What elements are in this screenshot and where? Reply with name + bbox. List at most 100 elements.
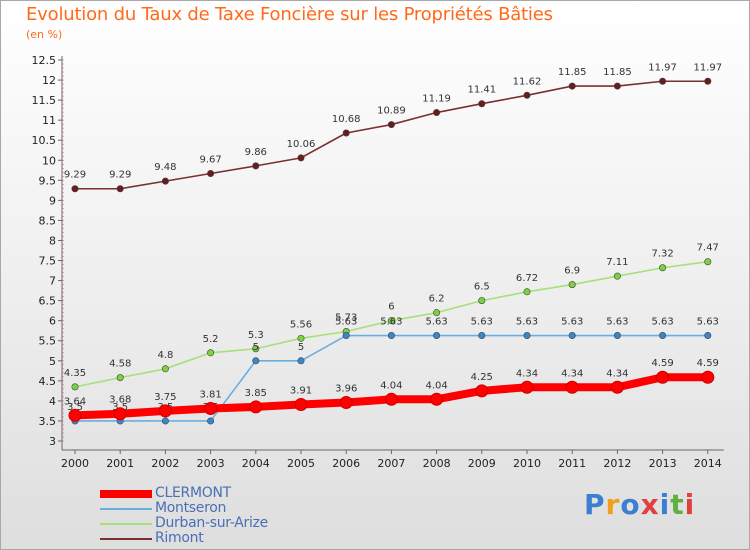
legend-swatch [100,508,152,510]
y-tick-label: 10.5 [32,134,57,147]
y-tick-label: 7.5 [39,255,57,268]
data-point [252,162,260,170]
data-label: 5 [298,342,304,353]
proxiti-logo: Proxiti [584,488,695,521]
data-label: 5.63 [380,317,402,328]
data-point [161,417,169,425]
unit-label: (en %) [26,28,63,41]
data-point [71,383,79,391]
legend-swatch [100,490,152,498]
data-point [433,309,441,317]
data-point [523,288,531,296]
data-point [613,82,621,90]
y-tick-label: 12 [42,74,56,87]
y-tick-label: 9.5 [39,174,57,187]
data-point [704,258,712,266]
data-label: 3.75 [154,392,176,403]
logo-letter: o [620,488,641,521]
data-label: 4.58 [109,359,131,370]
data-label: 5.2 [203,334,219,345]
y-tick-label: 8.5 [39,214,57,227]
data-label: 3.96 [335,383,357,394]
x-tick-label: 2008 [423,457,451,470]
data-point [384,392,398,406]
data-point [478,100,486,108]
y-tick-label: 4.5 [39,375,57,388]
data-point [249,400,263,414]
legend-label: Rimont [155,530,204,546]
data-point [613,332,621,340]
legend-swatch [100,523,152,525]
data-point [71,185,79,193]
y-tick-label: 6 [49,315,56,328]
data-point [430,392,444,406]
data-label: 7.32 [651,249,673,260]
data-point [565,380,579,394]
data-point [204,402,218,416]
logo-letter: t [670,488,685,521]
data-point [656,370,670,384]
data-point [701,370,715,384]
data-point [704,77,712,85]
y-tick-label: 6.5 [39,295,57,308]
data-point [207,349,215,357]
logo-letter: i [659,488,671,521]
data-point [342,332,350,340]
data-point [161,365,169,373]
data-point [252,357,260,365]
data-point [158,404,172,418]
data-point [568,332,576,340]
data-label: 3.81 [199,390,221,401]
x-tick-label: 2009 [468,457,496,470]
data-label: 5.63 [516,317,538,328]
data-point [297,357,305,365]
data-point [297,154,305,162]
data-point [478,332,486,340]
data-label: 4.34 [516,368,538,379]
data-label: 5.63 [651,317,673,328]
data-label: 10.06 [287,139,316,150]
data-point [433,332,441,340]
data-label: 11.85 [603,67,632,78]
logo-letter: P [584,488,606,521]
data-point [116,374,124,382]
y-tick-label: 11 [42,114,56,127]
data-label: 9.29 [109,170,131,181]
data-label: 3.5 [67,402,83,413]
x-tick-label: 2011 [558,457,586,470]
x-tick-label: 2010 [513,457,541,470]
data-point [659,332,667,340]
x-tick-label: 2013 [649,457,677,470]
data-point [478,297,486,305]
legend-label: CLERMONT [155,485,231,501]
data-point [659,264,667,272]
y-tick-label: 12.5 [32,54,57,67]
data-label: 11.97 [693,62,722,73]
x-tick-label: 2005 [287,457,315,470]
data-point [342,129,350,137]
y-tick-label: 5 [49,355,56,368]
data-label: 9.48 [154,162,176,173]
data-label: 4.8 [157,350,173,361]
x-tick-label: 2002 [151,457,179,470]
data-label: 11.19 [422,94,451,105]
data-label: 11.97 [648,62,677,73]
data-point [207,417,215,425]
x-tick-label: 2000 [61,457,89,470]
data-point [161,177,169,185]
data-label: 7.47 [697,243,719,254]
data-point [610,380,624,394]
data-label: 5.63 [471,317,493,328]
data-point [433,109,441,117]
data-point [252,345,260,353]
logo-letter: i [684,488,696,521]
data-label: 3.68 [109,395,131,406]
data-label: 5.63 [425,317,447,328]
data-point [207,169,215,177]
y-tick-label: 8 [49,234,56,247]
data-point [523,332,531,340]
y-tick-label: 3.5 [39,415,57,428]
data-label: 7.11 [606,257,628,268]
data-point [387,332,395,340]
series-clermont: 3.64 3.68 3.75 3.81 3.85 3.91 3.96 4.04 4.04 4.25… [64,358,719,422]
